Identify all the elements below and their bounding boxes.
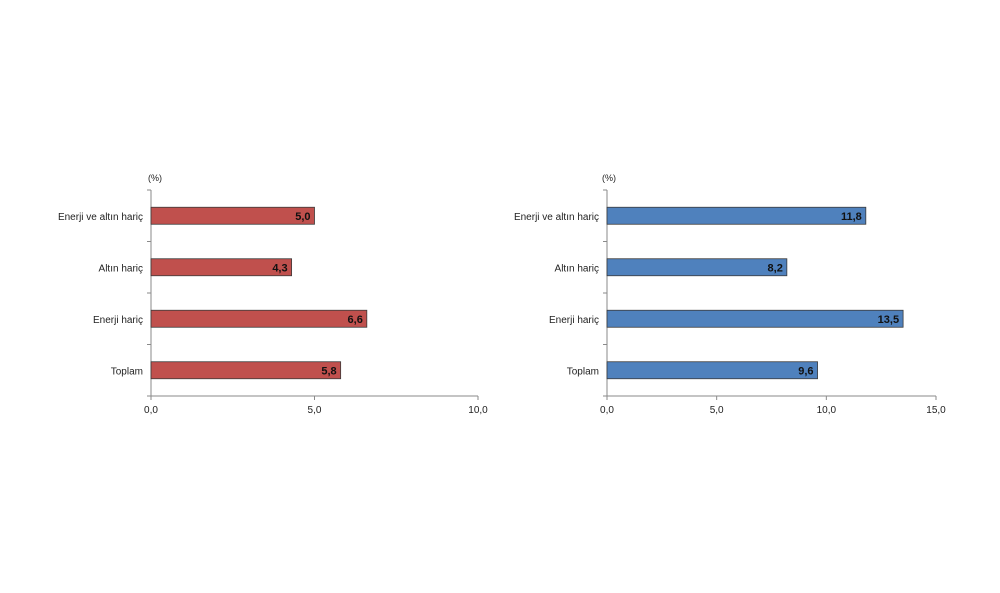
left-x-tick-label: 5,0 <box>308 405 322 416</box>
chart-left-panel: (%) 0,0 5,0 10,0 5,0 Enerji ve altın hariç 4,3… <box>58 173 488 416</box>
right-bar <box>606 361 818 380</box>
chart-right-panel: (%) 0,0 5,0 10,0 15,0 11,8 Enerji ve altın har… <box>514 173 946 416</box>
right-unit-label: (%) <box>602 173 616 183</box>
left-bar-value-label: 5,8 <box>321 365 336 377</box>
left-bar <box>150 206 315 225</box>
right-bar-value-label: 8,2 <box>768 262 783 274</box>
right-bar <box>606 258 788 277</box>
right-bar <box>606 206 867 225</box>
left-bar <box>150 258 293 277</box>
left-bar <box>150 361 342 380</box>
left-bar-value-label: 6,6 <box>348 314 363 326</box>
right-bar <box>606 309 904 328</box>
left-category-label: Toplam <box>111 366 143 377</box>
right-bar-value-label: 11,8 <box>841 211 862 223</box>
left-bar-value-label: 4,3 <box>272 262 287 274</box>
right-x-tick-label: 0,0 <box>600 405 614 416</box>
left-bar-value-label: 5,0 <box>295 211 310 223</box>
right-bar-value-label: 13,5 <box>878 314 899 326</box>
right-category-label: Altın hariç <box>555 263 599 274</box>
right-category-label: Enerji ve altın hariç <box>514 212 599 223</box>
left-x-tick-label: 10,0 <box>468 405 488 416</box>
left-unit-label: (%) <box>148 173 162 183</box>
right-category-label: Toplam <box>567 366 599 377</box>
left-x-tick-label: 0,0 <box>144 405 158 416</box>
left-category-label: Enerji ve altın hariç <box>58 212 143 223</box>
left-category-label: Altın hariç <box>99 263 143 274</box>
left-category-label: Enerji hariç <box>93 315 143 326</box>
right-category-label: Enerji hariç <box>549 315 599 326</box>
right-x-tick-label: 5,0 <box>710 405 724 416</box>
right-bar-value-label: 9,6 <box>798 365 813 377</box>
right-x-tick-label: 10,0 <box>817 405 837 416</box>
left-bar <box>150 309 368 328</box>
right-x-tick-label: 15,0 <box>926 405 946 416</box>
